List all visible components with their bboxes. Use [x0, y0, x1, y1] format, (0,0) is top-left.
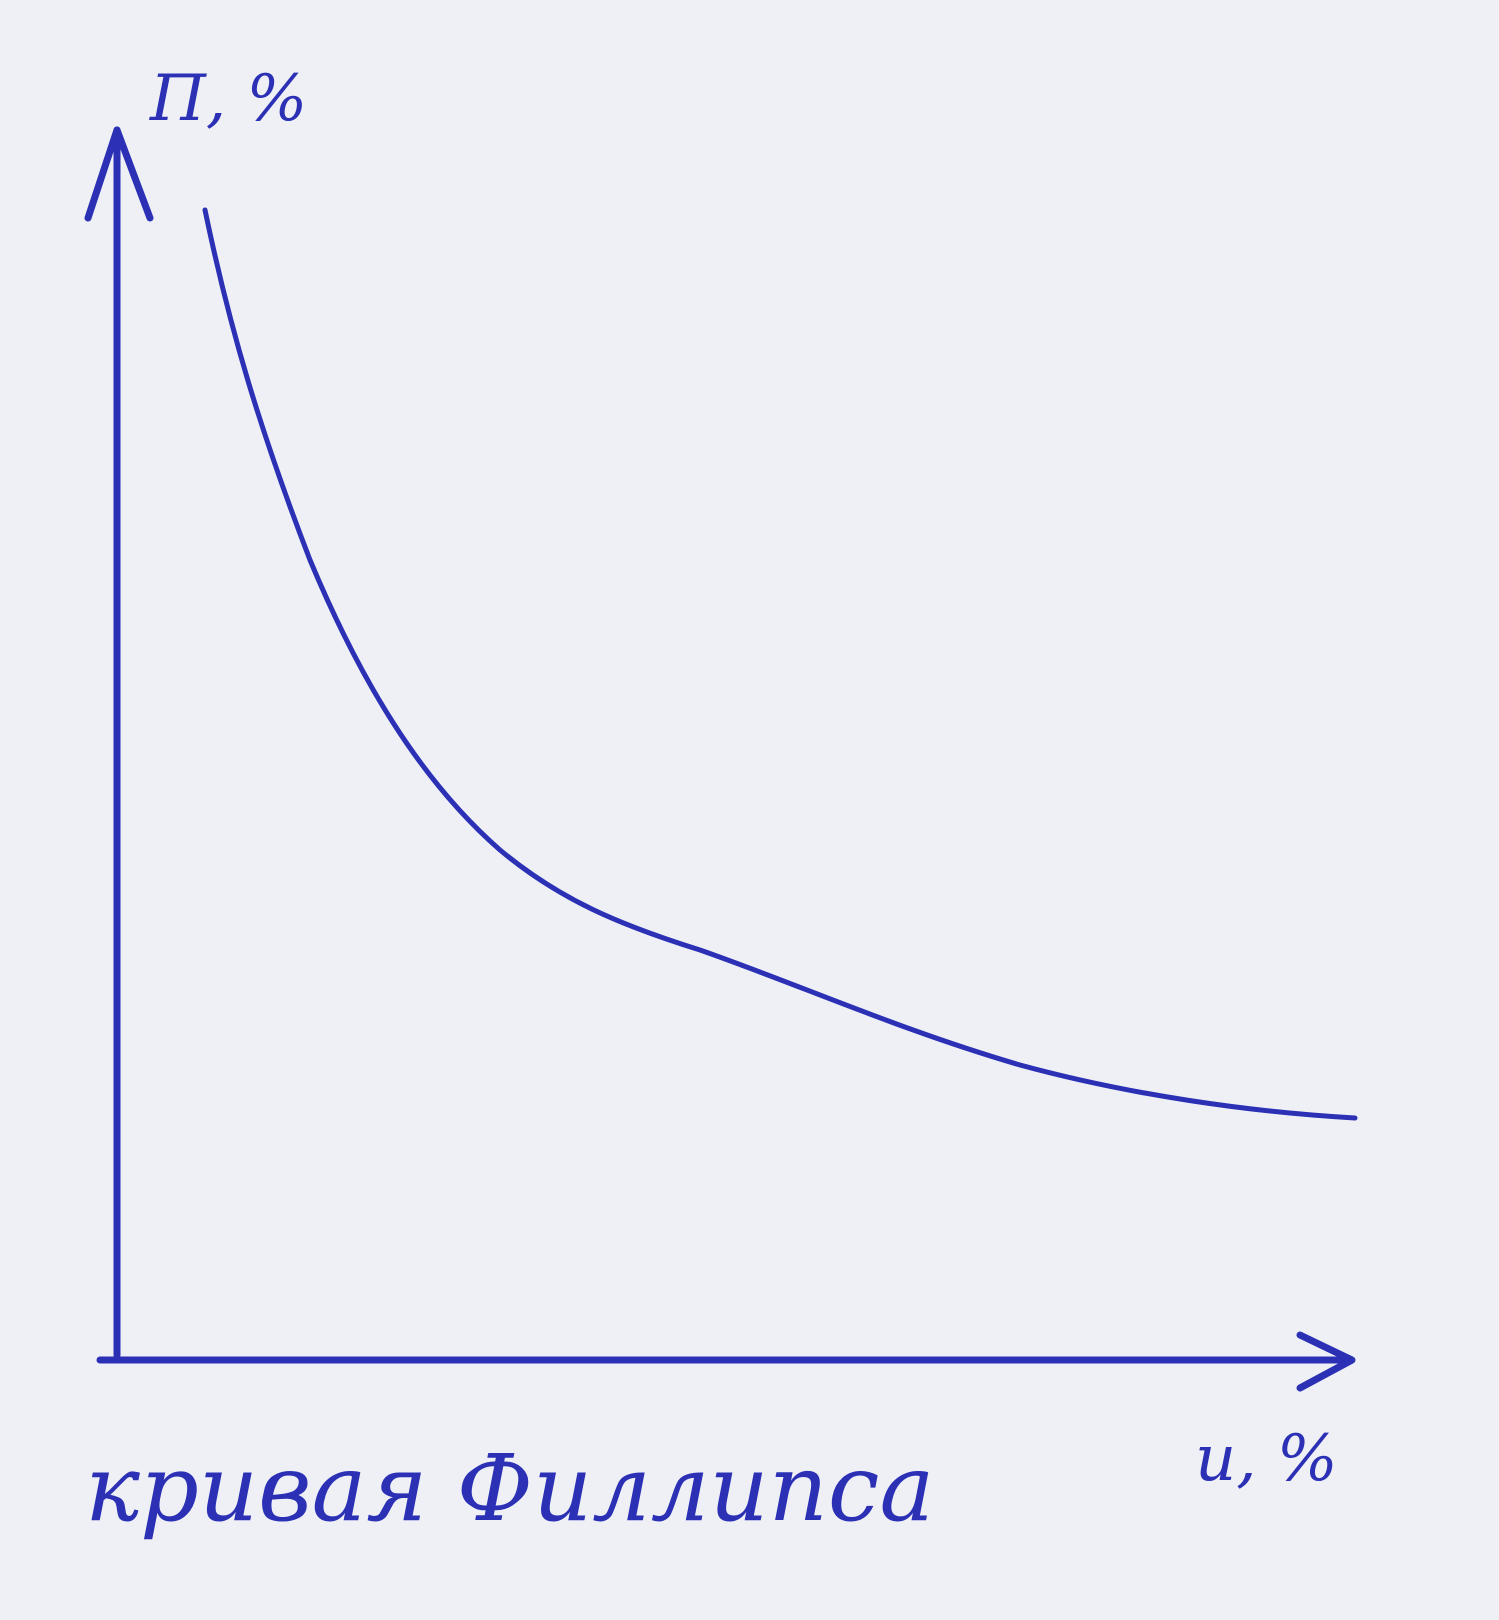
- diagram: П, % и, % кривая Филлипса: [0, 0, 1499, 1620]
- caption: кривая Филлипса: [85, 1435, 934, 1542]
- y-axis-label: П, %: [149, 62, 307, 136]
- x-axis-label: и, %: [1195, 1422, 1338, 1496]
- paper: [0, 0, 1499, 1620]
- page: П, % и, % кривая Филлипса (() => { const…: [0, 0, 1499, 1620]
